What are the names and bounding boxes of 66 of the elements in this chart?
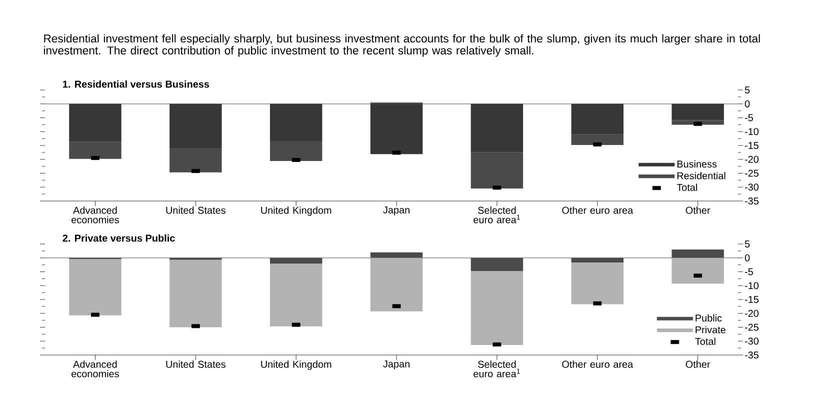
y-tick-label: -35 xyxy=(744,197,759,205)
y-tick-label: -35 xyxy=(744,351,759,359)
legend-label: Residential xyxy=(677,172,726,180)
bar xyxy=(270,104,322,142)
x-tick-label: Advanced economies xyxy=(72,360,119,378)
legend-label: Total xyxy=(695,338,716,345)
bar xyxy=(470,271,524,346)
y-tick-label: -20 xyxy=(744,310,759,317)
bar xyxy=(470,152,524,189)
legend-label: Total xyxy=(676,184,697,191)
y-tick-label: -30 xyxy=(744,338,759,345)
y-tick-label: -30 xyxy=(744,184,759,191)
y-tick-label: 0 xyxy=(744,254,750,262)
bar xyxy=(370,258,423,312)
bar xyxy=(69,142,122,159)
y-tick-label: -10 xyxy=(744,128,759,136)
bar xyxy=(672,258,724,284)
bar xyxy=(270,264,322,326)
x-tick-label: Other euro area xyxy=(562,206,634,214)
chart-title: 1. Residential versus Business xyxy=(63,80,210,88)
bar xyxy=(170,148,222,172)
x-tick-label: Other xyxy=(686,360,710,368)
x-tick-label: Advanced economies xyxy=(72,206,119,224)
y-tick-label: 5 xyxy=(744,240,750,248)
bar xyxy=(69,104,122,142)
bar xyxy=(270,141,322,162)
bar xyxy=(370,104,423,154)
x-tick-label: Other euro area xyxy=(562,360,634,368)
legend-label: Business xyxy=(677,160,717,168)
chart-title: 2. Private versus Public xyxy=(62,234,175,242)
bar xyxy=(69,258,122,316)
bar xyxy=(571,258,624,263)
bar xyxy=(672,120,724,125)
bar xyxy=(672,104,724,120)
y-tick-label: 0 xyxy=(744,100,750,108)
bar xyxy=(370,252,423,258)
bar xyxy=(270,258,322,264)
y-tick-label: -15 xyxy=(744,296,759,303)
legend-label: Private xyxy=(696,326,726,334)
x-tick-label: Other xyxy=(686,206,710,214)
bar xyxy=(571,262,624,304)
bar xyxy=(571,104,624,134)
x-tick-label: United States xyxy=(166,360,226,368)
x-tick-label: United Kingdom xyxy=(261,206,332,216)
x-tick-label: Japan xyxy=(383,360,410,370)
x-tick-label: United Kingdom xyxy=(261,360,332,370)
y-tick-label: -15 xyxy=(744,142,759,149)
y-tick-label: -5 xyxy=(744,114,753,122)
text: Residential investment fell especially sharply, but business investment accounts for the bulk of the slump, given its much larger share in total investment. The direct contribution of public investment to the recent slump was relatively small. xyxy=(44,34,760,57)
y-tick-label: -25 xyxy=(744,170,759,177)
x-tick-label: Japan xyxy=(383,206,410,216)
bar xyxy=(170,260,222,328)
bar xyxy=(672,250,724,258)
legend-label: Public xyxy=(696,314,722,322)
bar xyxy=(470,104,524,152)
y-tick-label: -25 xyxy=(744,324,759,331)
y-tick-label: 5 xyxy=(744,86,750,94)
x-tick-label: United States xyxy=(166,206,226,214)
y-tick-label: -10 xyxy=(744,282,759,290)
x-tick-label: Selected euro area$^{1}$ xyxy=(474,360,520,378)
bar xyxy=(170,104,222,148)
y-tick-label: -5 xyxy=(744,268,753,276)
bar xyxy=(470,258,524,272)
bar xyxy=(571,134,624,145)
y-tick-label: -20 xyxy=(744,156,759,163)
x-tick-label: Selected euro area$^{1}$ xyxy=(474,206,520,224)
